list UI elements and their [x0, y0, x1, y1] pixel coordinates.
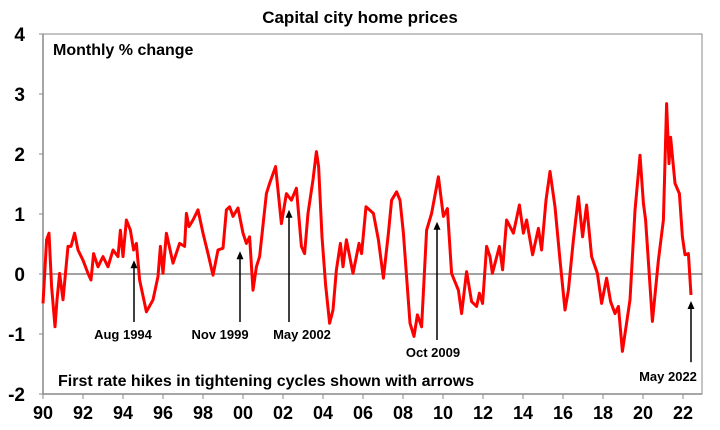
x-tick-label: 92	[73, 403, 93, 423]
y-tick-label: 3	[14, 85, 25, 106]
y-tick-label: 4	[14, 25, 25, 46]
x-tick-label: 90	[33, 403, 53, 423]
y-tick-label: 2	[14, 145, 25, 166]
x-tick-label: 20	[633, 403, 653, 423]
x-tick-label: 00	[233, 403, 253, 423]
x-tick-label: 98	[193, 403, 213, 423]
y-tick-label: 0	[14, 265, 25, 286]
arrowhead-icon	[433, 221, 441, 230]
x-tick-label: 14	[513, 403, 533, 423]
chart-note: First rate hikes in tightening cycles sh…	[58, 373, 474, 390]
arrowhead-icon	[236, 251, 244, 260]
arrowhead-icon	[687, 301, 695, 309]
chart-subtitle: Monthly % change	[53, 42, 194, 59]
x-tick-label: 06	[353, 403, 373, 423]
x-tick-label: 18	[593, 403, 613, 423]
x-tick-label: 04	[313, 403, 333, 423]
annotation-label: Aug 1994	[94, 327, 153, 342]
annotation-label: Nov 1999	[191, 327, 248, 342]
y-tick-label: -1	[8, 325, 25, 346]
x-tick-label: 12	[473, 403, 493, 423]
x-tick-label: 08	[393, 403, 413, 423]
x-tick-label: 94	[113, 403, 133, 423]
x-tick-label: 10	[433, 403, 453, 423]
x-tick-label: 02	[273, 403, 293, 423]
annotation-label: Oct 2009	[406, 345, 460, 360]
annotation-label: May 2022	[639, 369, 697, 384]
arrowhead-icon	[130, 260, 138, 269]
x-tick-label: 16	[553, 403, 573, 423]
chart-title: Capital city home prices	[262, 8, 458, 27]
annotation-label: May 2002	[273, 327, 331, 342]
x-tick-label: 22	[673, 403, 693, 423]
y-tick-label: -2	[8, 385, 25, 406]
arrowhead-icon	[285, 209, 293, 218]
series-line	[41, 102, 693, 353]
x-tick-label: 96	[153, 403, 173, 423]
y-tick-label: 1	[14, 205, 25, 226]
